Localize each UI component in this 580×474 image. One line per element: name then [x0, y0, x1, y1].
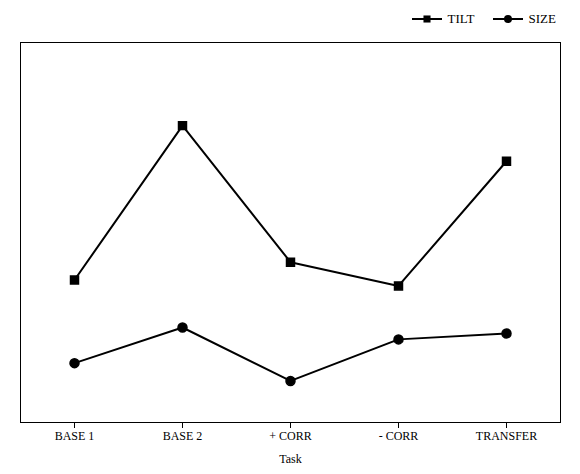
- html-text:TILT: TILT: [447, 11, 475, 26]
- svg-text:- CORR: - CORR: [379, 429, 419, 443]
- html-text:SIZE: SIZE: [528, 11, 556, 26]
- svg-text:Task: Task: [279, 452, 302, 466]
- svg-text:TRANSFER: TRANSFER: [476, 429, 537, 443]
- svg-text:BASE 2: BASE 2: [163, 429, 203, 443]
- svg-text:+ CORR: + CORR: [269, 429, 311, 443]
- svg-text:BASE 1: BASE 1: [55, 429, 95, 443]
